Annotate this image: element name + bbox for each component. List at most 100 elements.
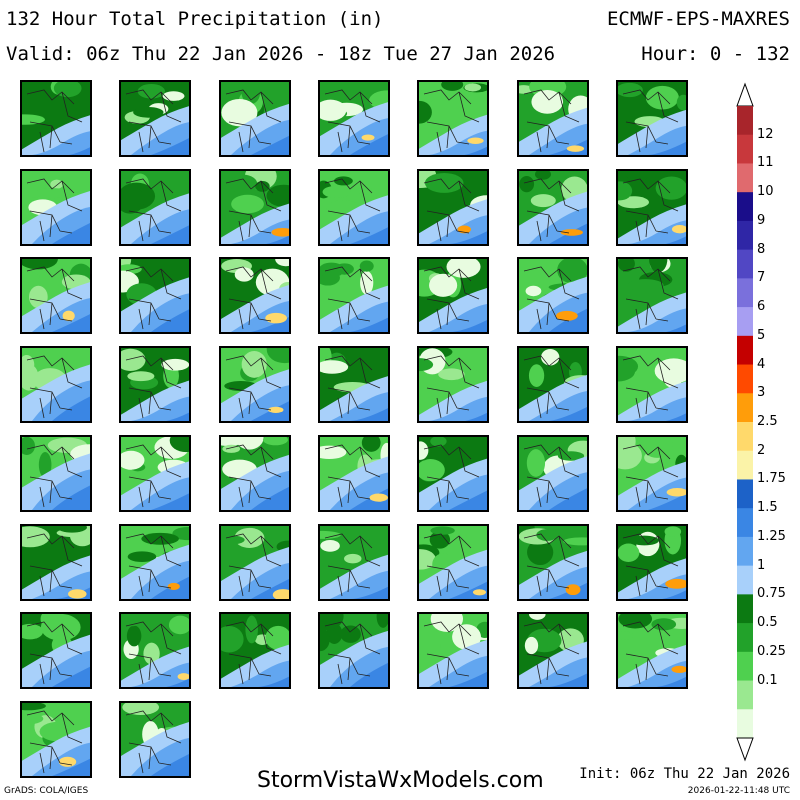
ensemble-member-panel	[516, 523, 589, 601]
colorbar-swatch	[737, 565, 753, 595]
ensemble-member-panel	[20, 523, 92, 601]
ensemble-member-panel	[20, 168, 92, 246]
ensemble-member-panel	[119, 168, 192, 246]
ensemble-member-panel	[218, 612, 291, 690]
colorbar-label: 1	[757, 557, 766, 573]
colorbar-swatch	[737, 479, 753, 509]
colorbar-label: 9	[757, 212, 766, 228]
ensemble-member-panel	[119, 700, 192, 778]
ensemble-member-panel	[317, 612, 390, 690]
colorbar-swatch	[737, 651, 753, 682]
colorbar-label: 8	[757, 241, 766, 257]
colorbar-swatch	[737, 163, 753, 193]
ensemble-member-panel	[317, 168, 390, 246]
colorbar-swatch	[737, 106, 753, 136]
precip-colorbar	[736, 82, 754, 762]
colorbar-label: 0.5	[757, 615, 778, 631]
ensemble-member-panel	[119, 80, 192, 157]
ensemble-member-panel	[417, 612, 490, 690]
ensemble-member-panel	[317, 434, 390, 512]
colorbar-swatch	[737, 192, 753, 222]
ensemble-member-panel	[516, 257, 589, 335]
colorbar-swatch	[737, 623, 753, 653]
colorbar-swatch	[737, 249, 753, 279]
colorbar-label: 11	[757, 155, 774, 171]
ensemble-member-panel	[615, 168, 688, 246]
ensemble-member-panel	[119, 257, 192, 335]
ensemble-member-panel	[317, 523, 390, 601]
ensemble-member-panel	[119, 612, 192, 690]
ensemble-member-panel	[516, 434, 589, 512]
colorbar-swatch	[737, 709, 753, 739]
colorbar-swatch	[737, 364, 753, 394]
colorbar-label: 0.75	[757, 586, 786, 602]
ensemble-member-panel	[516, 346, 589, 424]
init-time: Init: 06z Thu 22 Jan 2026	[579, 766, 790, 782]
site-url: StormVistaWxModels.com	[257, 768, 544, 793]
colorbar-label: 4	[757, 356, 766, 372]
colorbar-swatch	[737, 680, 753, 710]
colorbar-label: 0.1	[757, 672, 778, 688]
ensemble-member-panel	[516, 168, 589, 246]
colorbar-swatch	[737, 393, 753, 423]
ensemble-member-panel	[20, 257, 92, 335]
colorbar-label: 1.5	[757, 500, 778, 516]
ensemble-member-panel	[615, 346, 688, 424]
colorbar-swatch	[737, 536, 753, 567]
ensemble-member-panel	[218, 80, 291, 157]
ensemble-member-panel	[218, 346, 291, 424]
ensemble-member-panel	[218, 168, 291, 246]
model-name: ECMWF-EPS-MAXRES	[606, 8, 790, 30]
ensemble-member-panel	[119, 523, 192, 601]
colorbar-swatch	[737, 220, 753, 251]
ensemble-member-panel	[119, 346, 192, 424]
grads-credit: GrADS: COLA/IGES	[4, 786, 89, 796]
colorbar-swatch	[737, 335, 753, 366]
colorbar-label: 5	[757, 327, 766, 343]
ensemble-member-panel	[516, 80, 589, 157]
ensemble-member-panel	[20, 612, 92, 690]
colorbar-label: 12	[757, 126, 774, 142]
ensemble-member-panel	[417, 168, 490, 246]
ensemble-member-panel	[20, 346, 92, 424]
ensemble-member-panel	[417, 523, 490, 601]
colorbar-label: 1.75	[757, 471, 786, 487]
chart-title: 132 Hour Total Precipitation (in)	[6, 8, 384, 30]
ensemble-member-panel	[317, 346, 390, 424]
ensemble-member-panel	[615, 80, 688, 157]
ensemble-member-panel	[417, 257, 490, 335]
colorbar-top-arrow	[736, 82, 754, 107]
ensemble-member-panel	[615, 434, 688, 512]
colorbar-label: 10	[757, 184, 774, 200]
ensemble-member-panel	[218, 523, 291, 601]
timestamp: 2026-01-22-11:48 UTC	[687, 786, 790, 796]
colorbar-label: 1.25	[757, 528, 786, 544]
ensemble-member-panel	[417, 346, 490, 424]
ensemble-member-panel	[417, 434, 490, 512]
ensemble-member-panel	[615, 612, 688, 690]
colorbar-swatch	[737, 594, 753, 624]
ensemble-member-panel	[20, 700, 92, 778]
colorbar-swatch	[737, 450, 753, 480]
ensemble-member-panel	[317, 80, 390, 157]
colorbar-swatch	[737, 508, 753, 538]
ensemble-member-panel	[615, 523, 688, 601]
ensemble-member-panel	[119, 434, 192, 512]
colorbar-swatch	[737, 307, 753, 337]
colorbar-bottom-arrow	[736, 737, 754, 762]
ensemble-member-panel	[20, 80, 92, 157]
ensemble-panel-grid	[20, 80, 688, 778]
colorbar-label: 0.25	[757, 643, 786, 659]
colorbar-label: 3	[757, 385, 766, 401]
colorbar-swatch	[737, 422, 753, 452]
colorbar-label: 7	[757, 270, 766, 286]
ensemble-member-panel	[218, 257, 291, 335]
ensemble-member-panel	[516, 612, 589, 690]
ensemble-member-panel	[615, 257, 688, 335]
colorbar-swatch	[737, 134, 753, 164]
forecast-hours: Hour: 0 - 132	[641, 43, 790, 65]
colorbar-label: 2	[757, 442, 766, 458]
colorbar-swatch	[737, 278, 753, 308]
ensemble-member-panel	[317, 257, 390, 335]
colorbar-label: 6	[757, 299, 766, 315]
